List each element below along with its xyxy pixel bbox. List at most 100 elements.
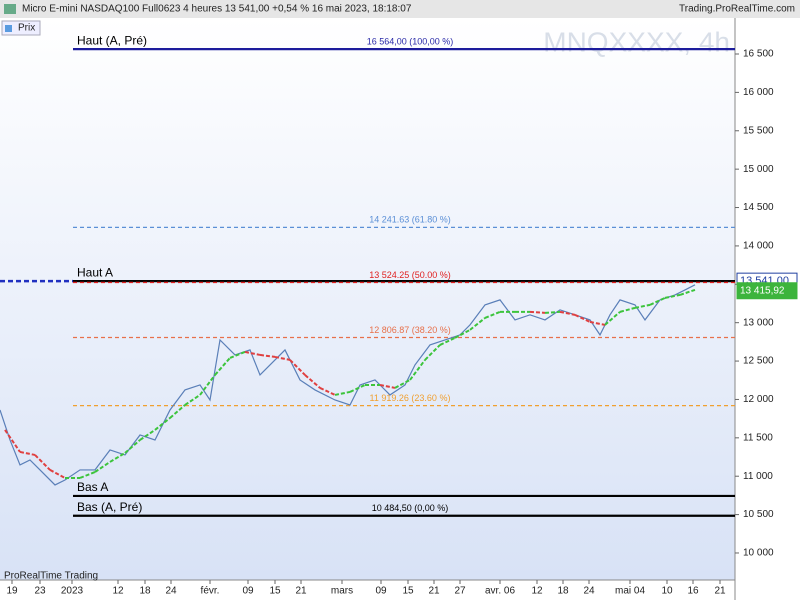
x-tick-label: 27 [454,586,466,597]
watermark: MNQXXXX, 4h [543,26,730,57]
y-tick-label: 11 000 [743,471,773,482]
x-tick-label: 12 [112,586,124,597]
x-tick-label: 16 [687,586,699,597]
moving-average-segment [184,394,201,406]
moving-average-segment [649,296,666,306]
moving-average-segment [589,320,606,326]
moving-average-segment [4,429,21,453]
moving-average-segment [79,471,96,479]
x-tick-label: 09 [375,586,387,597]
level-label: 11 919.26 (23.60 %) [370,393,451,403]
level-name: Haut A [77,265,113,279]
y-tick-label: 16 500 [743,49,774,60]
level-label: 13 524.25 (50.00 %) [369,270,451,280]
moving-average-segment [199,374,216,396]
moving-average-segment [424,344,441,361]
moving-average-segment [379,383,396,389]
price-tag-label: 13 415,92 [740,285,785,296]
price-line [0,284,696,486]
x-tick-label: 15 [402,586,414,597]
y-tick-label: 16 000 [743,87,774,98]
footer: ProRealTime Trading [4,571,98,582]
header-bar [0,0,800,18]
moving-average-segment [94,461,111,473]
moving-average-segment [454,329,471,339]
y-tick-label: 10 000 [743,548,774,559]
level-label: 16 564,00 (100,00 %) [367,36,454,46]
moving-average-segment [559,310,576,316]
moving-average-segment [439,336,456,346]
x-tick-label: 24 [583,586,595,597]
y-tick-label: 15 000 [743,164,774,175]
level-name: Haut (A, Pré) [77,33,147,47]
legend-label: Prix [18,23,35,34]
x-tick-label: 23 [34,586,46,597]
y-tick-label: 13 000 [743,317,774,328]
moving-average-segment [169,404,186,419]
legend-swatch [5,25,12,32]
y-tick-label: 14 000 [743,241,774,252]
x-tick-label: 10 [661,586,673,597]
level-label: 12 806.87 (38.20 %) [369,325,451,335]
moving-average-segment [634,303,651,309]
moving-average-segment [469,317,486,331]
y-tick-label: 12 000 [743,394,774,405]
x-tick-label: 19 [6,586,18,597]
x-tick-label: 21 [428,586,440,597]
moving-average-segment [34,454,51,471]
plot-area [0,18,735,580]
moving-average-segment [484,310,501,319]
level-name: Bas A [77,480,108,494]
moving-average-segment [139,429,156,441]
x-tick-label: 12 [531,586,543,597]
moving-average-segment [349,384,366,393]
moving-average-segment [259,353,276,358]
moving-average-segment [619,306,636,313]
price-tag [736,282,798,300]
moving-average-segment [679,288,696,296]
moving-average-segment [274,355,291,361]
moving-average-segment [124,439,141,454]
moving-average-segment [49,469,66,479]
moving-average-segment [109,452,126,463]
moving-average-segment [664,293,681,299]
x-tick-label: 09 [242,586,254,597]
x-tick-label: 24 [165,586,177,597]
moving-average-segment [154,417,171,431]
x-tick-label: févr. [201,586,220,597]
x-tick-label: 21 [295,586,307,597]
moving-average-segment [19,450,36,456]
x-tick-label: 21 [714,586,726,597]
x-tick-label: mai 04 [615,586,645,597]
level-name: Bas (A, Pré) [77,500,142,514]
moving-average-segment [544,310,561,314]
x-tick-label: avr. 06 [485,586,515,597]
level-label: 10 484,50 (0,00 %) [372,503,449,513]
moving-average-segment [229,351,246,359]
moving-average-segment [394,379,411,389]
moving-average-segment [319,387,336,396]
source: Trading.ProRealTime.com [679,4,795,15]
x-tick-label: 18 [139,586,151,597]
x-tick-label: 15 [269,586,281,597]
y-tick-label: 12 500 [743,356,774,367]
moving-average-segment [529,310,546,314]
x-tick-label: mars [331,586,353,597]
y-tick-label: 11 500 [743,432,773,443]
moving-average-segment [574,313,591,323]
x-tick-label: 2023 [61,586,84,597]
y-tick-label: 14 500 [743,202,774,213]
y-tick-label: 10 500 [743,509,774,520]
x-tick-label: 18 [557,586,569,597]
level-label: 14 241.63 (61.80 %) [369,215,451,225]
y-tick-label: 15 500 [743,125,774,136]
moving-average-segment [304,374,321,389]
icon[interactable] [4,4,16,14]
moving-average-segment [604,311,621,326]
moving-average-segment [289,359,306,376]
moving-average-segment [334,390,351,396]
moving-average-segment [214,357,231,376]
moving-average-segment [409,359,426,381]
chart-title: Micro E-mini NASDAQ100 Full0623 4 heures… [22,4,412,15]
